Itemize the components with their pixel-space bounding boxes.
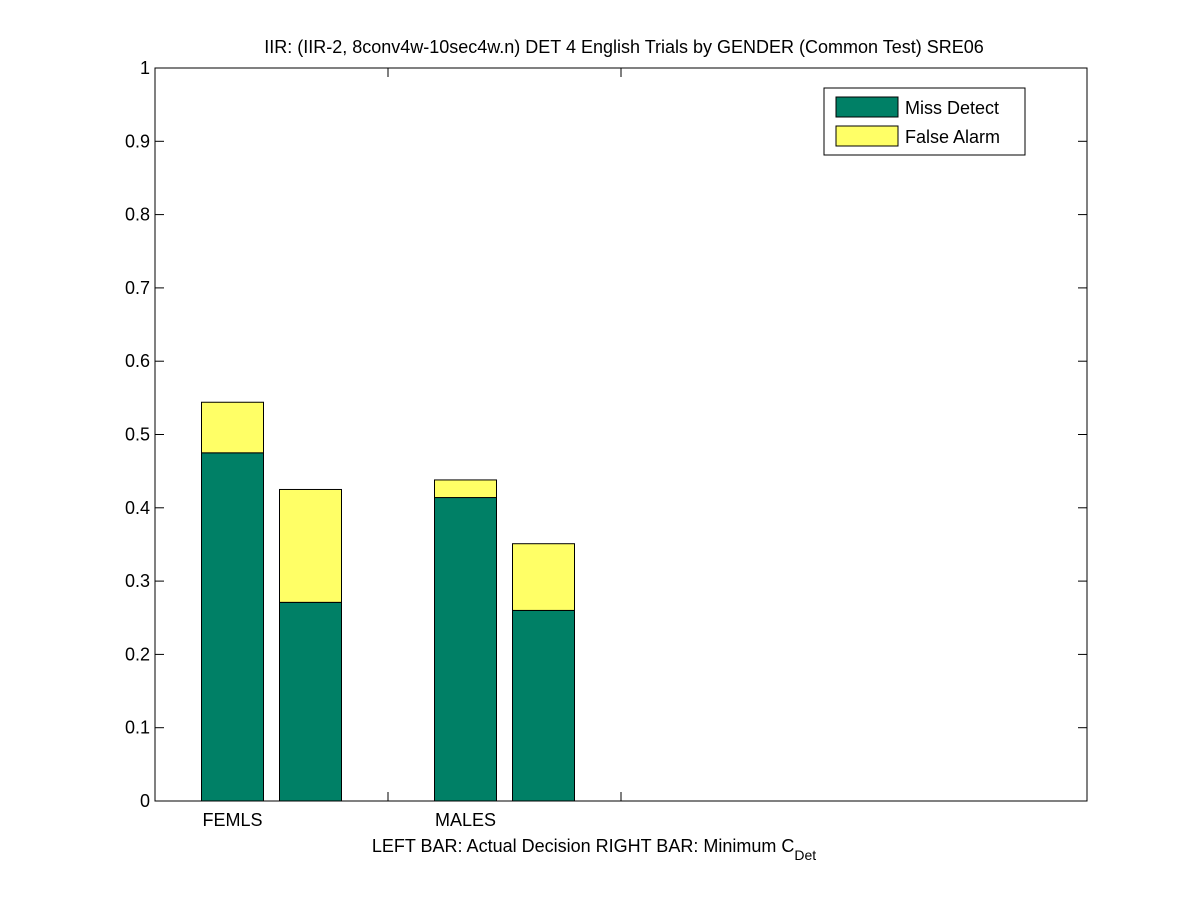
y-tick-label: 0.6 [125, 351, 150, 371]
y-tick-label: 0.2 [125, 644, 150, 664]
x-axis-label-subscript: Det [794, 847, 816, 863]
y-tick-label: 0.3 [125, 571, 150, 591]
y-tick-label: 0.1 [125, 718, 150, 738]
legend: Miss Detect False Alarm [823, 87, 1026, 156]
bar-femls-minimum-false-alarm [279, 488, 342, 603]
legend-label-false-alarm: False Alarm [905, 127, 1000, 147]
plot-frame [154, 67, 1088, 802]
x-category-label-males: MALES [435, 810, 496, 830]
legend-swatch-miss-detect [835, 96, 899, 118]
y-tick-label: 0.7 [125, 278, 150, 298]
y-tick-label: 0.9 [125, 131, 150, 151]
bar-males-actual-miss-detect [434, 497, 497, 802]
y-tick-label: 0.5 [125, 425, 150, 445]
bar-males-minimum-miss-detect [512, 609, 575, 802]
bar-males-minimum-false-alarm [512, 543, 575, 611]
x-axis-label-right: RIGHT BAR: Minimum C [596, 836, 795, 856]
y-tick-label: 0 [140, 791, 150, 811]
y-tick-label: 0.4 [125, 498, 150, 518]
y-tick-label: 1 [140, 58, 150, 78]
x-axis-label-left: LEFT BAR: Actual Decision [372, 836, 591, 856]
bar-femls-minimum-miss-detect [279, 601, 342, 802]
bars-group [201, 401, 575, 802]
bar-males-actual-false-alarm [434, 479, 497, 499]
x-category-label-femls: FEMLS [202, 810, 262, 830]
y-axis-ticks: 0 0.1 0.2 0.3 0.4 0.5 0.6 0.7 0.8 0.9 1 [125, 58, 1087, 811]
legend-swatch-false-alarm [835, 125, 899, 147]
bar-femls-actual-miss-detect [201, 452, 264, 802]
chart-title: IIR: (IIR-2, 8conv4w-10sec4w.n) DET 4 En… [264, 37, 984, 57]
bar-femls-actual-false-alarm [201, 401, 264, 454]
legend-label-miss-detect: Miss Detect [905, 98, 999, 118]
y-tick-label: 0.8 [125, 205, 150, 225]
x-axis-ticks: FEMLS MALES [202, 68, 622, 830]
x-axis-label: LEFT BAR: Actual Decision RIGHT BAR: Min… [372, 836, 816, 863]
